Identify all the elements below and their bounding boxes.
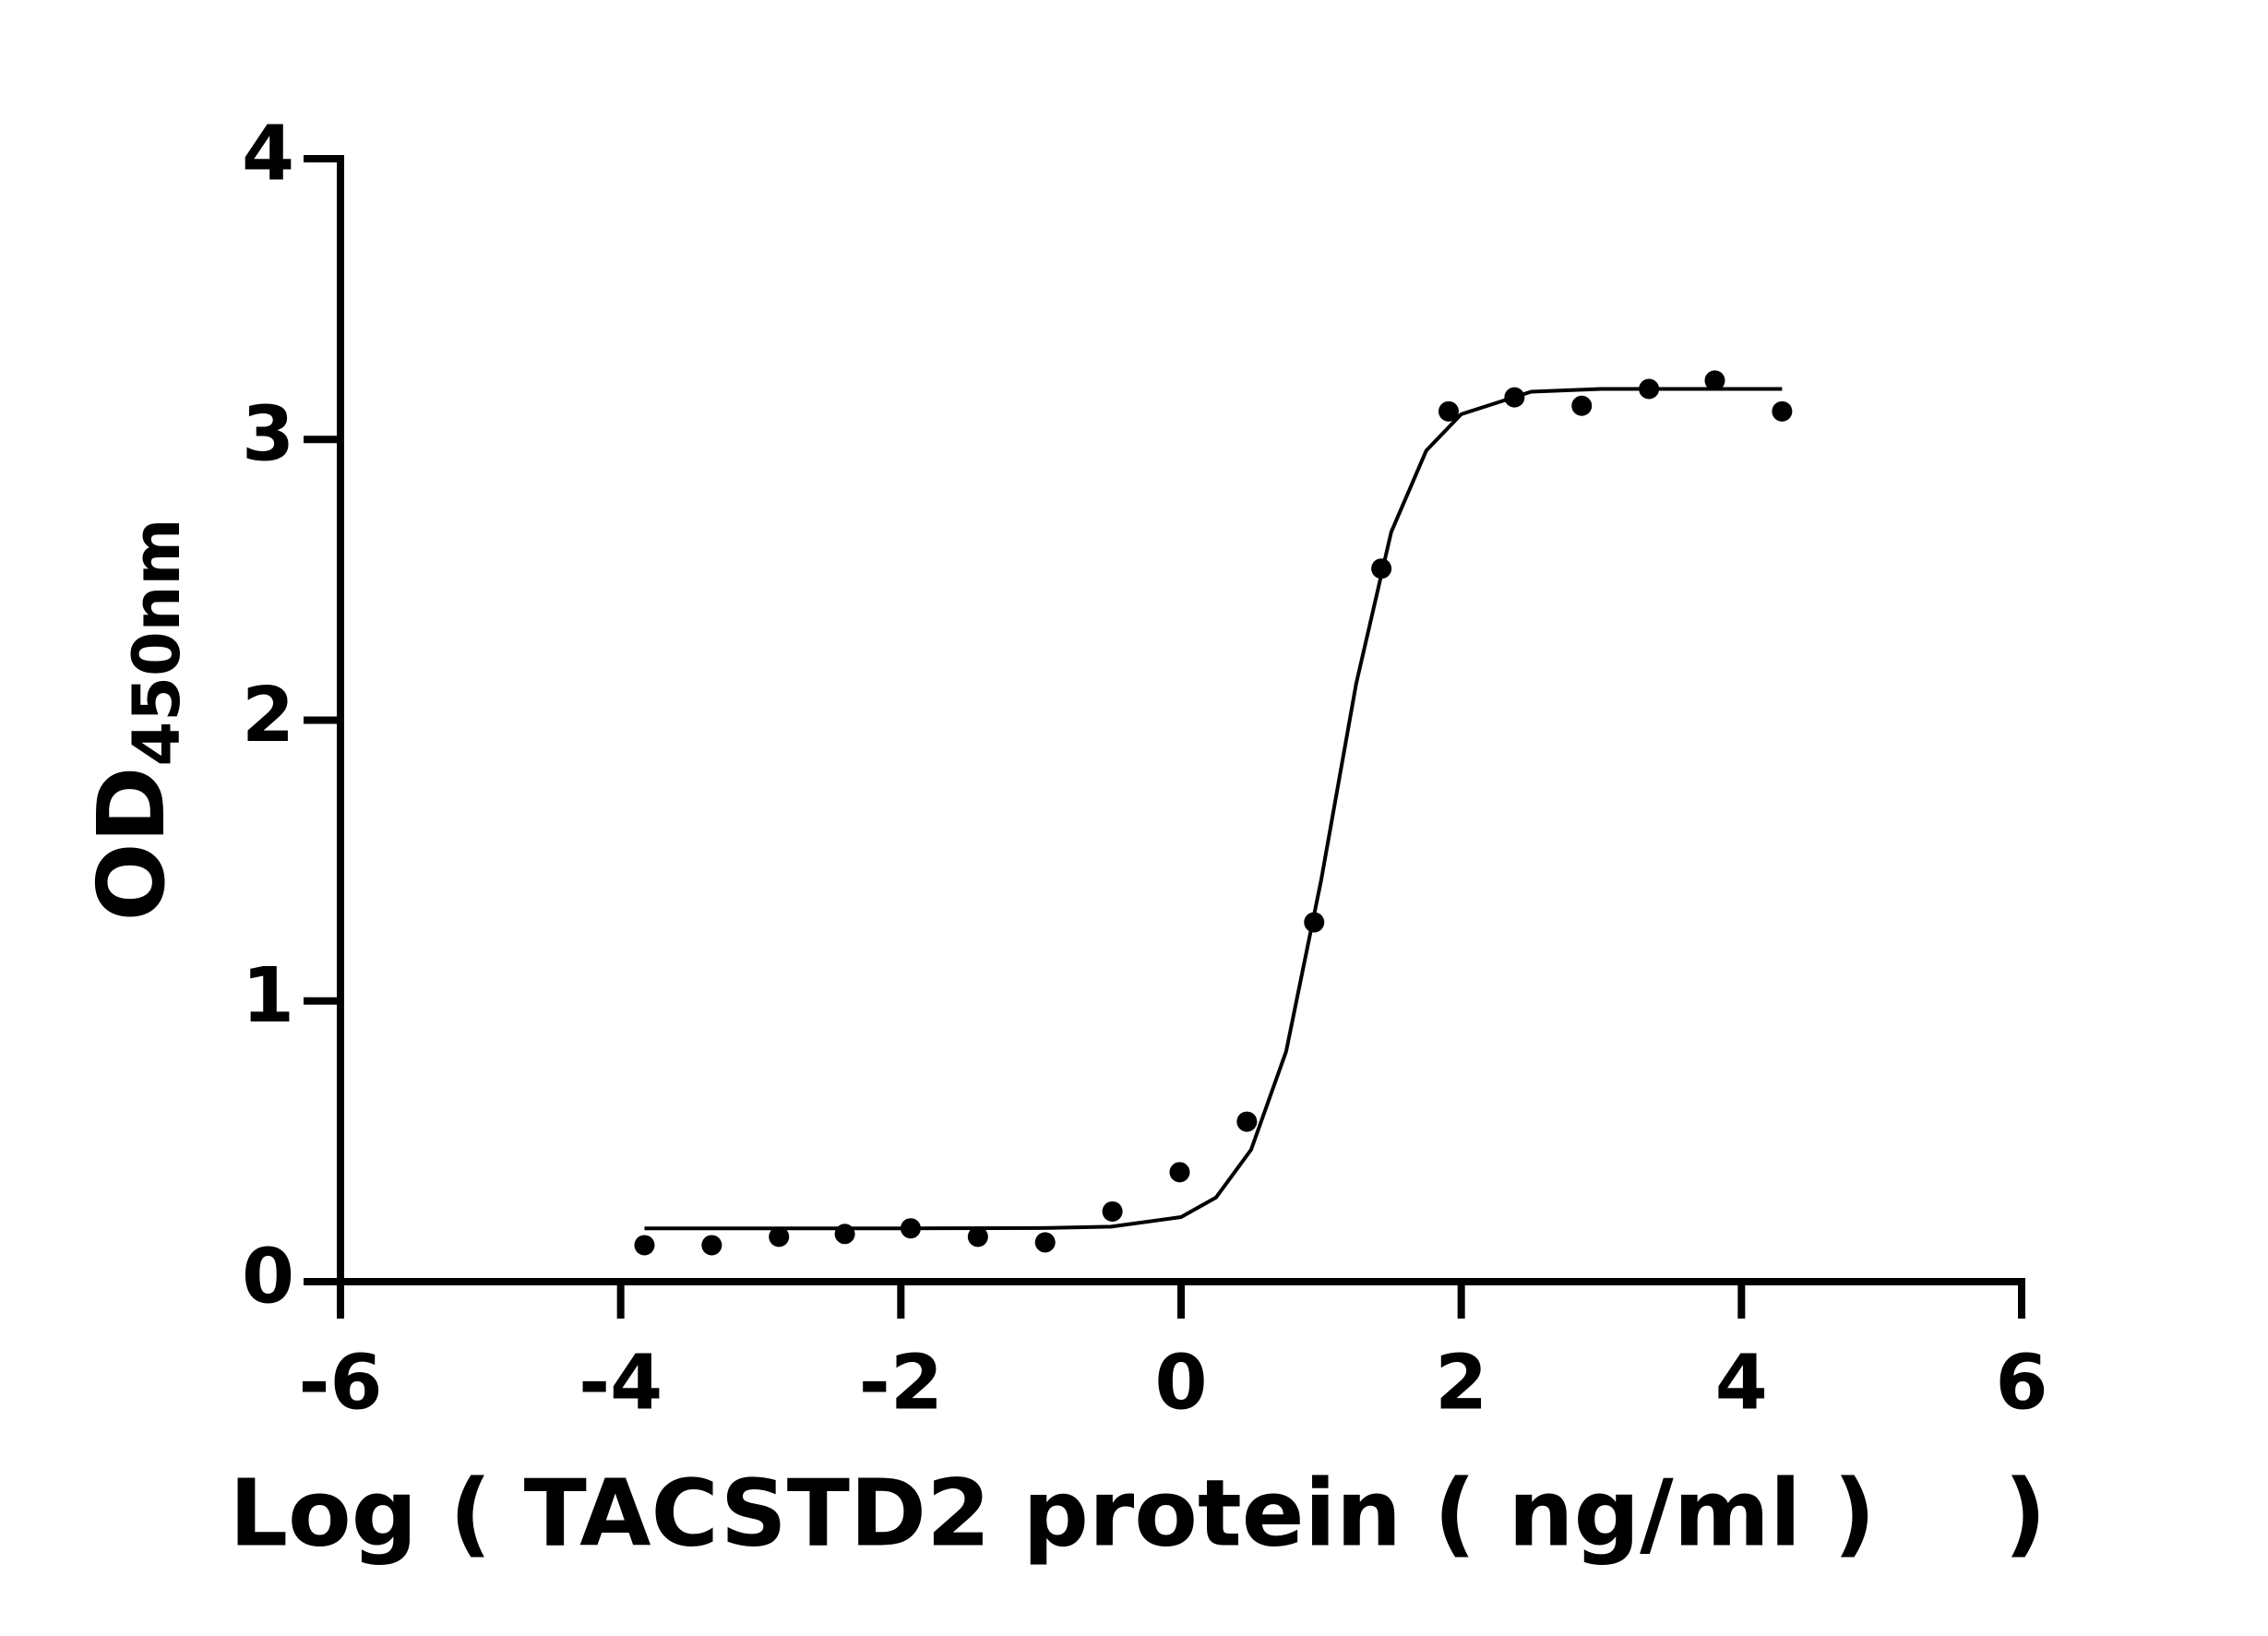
data-point <box>1704 370 1725 391</box>
x-tick-label: 0 <box>1154 1339 1207 1427</box>
data-point <box>967 1226 988 1248</box>
x-tick-label: 6 <box>1995 1339 2047 1427</box>
data-point <box>634 1235 655 1256</box>
fit-curve <box>644 387 1783 1231</box>
x-tick-label: 2 <box>1435 1339 1487 1427</box>
data-point <box>769 1226 790 1248</box>
data-point <box>701 1235 722 1256</box>
x-tick-label: -6 <box>298 1339 382 1427</box>
y-tick-label: 3 <box>242 391 294 479</box>
y-tick-label: 2 <box>242 672 294 759</box>
data-point <box>1102 1200 1123 1222</box>
x-axis-label: Log ( TACSTD2 protein ( ng/ml ) ) <box>229 1459 2046 1567</box>
data-point <box>1772 400 1793 422</box>
x-tick-label: -2 <box>859 1339 943 1427</box>
y-tick-label: 4 <box>242 110 294 197</box>
data-point <box>1034 1232 1056 1253</box>
y-tick-label: 1 <box>242 952 294 1040</box>
y-tick-label: 0 <box>242 1233 294 1320</box>
y-axis-label-sub: 450nm <box>119 519 195 767</box>
data-point <box>1571 395 1593 416</box>
data-point <box>1236 1111 1258 1132</box>
y-axis-label-main: OD <box>78 766 185 921</box>
y-axis-label: OD450nm <box>78 519 195 922</box>
x-tick-label: -4 <box>579 1339 662 1427</box>
data-point <box>1438 400 1460 422</box>
data-point <box>1169 1162 1190 1183</box>
x-tick-label: 4 <box>1715 1339 1768 1427</box>
